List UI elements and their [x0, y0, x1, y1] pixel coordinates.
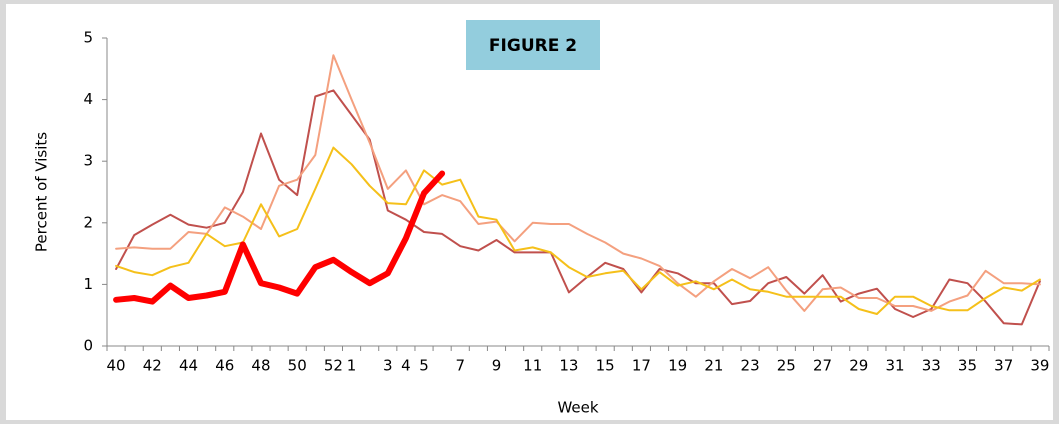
x-tick-label: 17 — [632, 357, 651, 375]
x-tick-label: 23 — [741, 357, 760, 375]
y-tick-label: 1 — [83, 275, 93, 293]
y-tick-label: 3 — [83, 152, 93, 170]
series-line — [115, 54, 1041, 312]
x-tick-label: 11 — [523, 357, 542, 375]
x-tick-label: 40 — [107, 357, 126, 375]
y-tick-label: 2 — [83, 213, 93, 231]
x-tick-label: 50 — [288, 357, 307, 375]
x-tick-label: 48 — [251, 357, 270, 375]
x-tick-label: 21 — [704, 357, 723, 375]
x-tick-label: 29 — [849, 357, 868, 375]
x-tick-label: 37 — [994, 357, 1013, 375]
series-line — [115, 89, 1041, 326]
x-tick-label: 3 — [383, 357, 393, 375]
chart-panel — [6, 4, 1053, 420]
x-tick-label: 33 — [922, 357, 941, 375]
x-tick-label: 42 — [143, 357, 162, 375]
y-tick-label: 0 — [83, 337, 93, 355]
title-box — [466, 20, 600, 70]
x-tick-label: 5 — [419, 357, 429, 375]
x-tick-label: 7 — [455, 357, 465, 375]
x-tick-label: 1 — [347, 357, 357, 375]
x-tick-label: 13 — [559, 357, 578, 375]
x-axis-label: Week — [557, 399, 598, 417]
x-tick-label: 44 — [179, 357, 198, 375]
x-tick-label: 25 — [777, 357, 796, 375]
x-tick-label: 31 — [885, 357, 904, 375]
x-tick-label: 35 — [958, 357, 977, 375]
y-tick-label: 4 — [83, 90, 93, 108]
x-tick-label: 39 — [1030, 357, 1049, 375]
x-tick-label: 27 — [813, 357, 832, 375]
y-axis-label: Percent of Visits — [33, 132, 51, 252]
x-tick-label: 15 — [596, 357, 615, 375]
chart-title: FIGURE 2 — [489, 36, 577, 56]
x-tick-label: 46 — [215, 357, 234, 375]
x-tick-label: 19 — [668, 357, 687, 375]
x-tick-label: 52 — [324, 357, 343, 375]
y-tick-label: 5 — [83, 29, 93, 47]
series-line — [113, 170, 446, 305]
series-line — [115, 146, 1041, 315]
x-tick-label: 9 — [492, 357, 502, 375]
x-tick-label: 4 — [401, 357, 411, 375]
